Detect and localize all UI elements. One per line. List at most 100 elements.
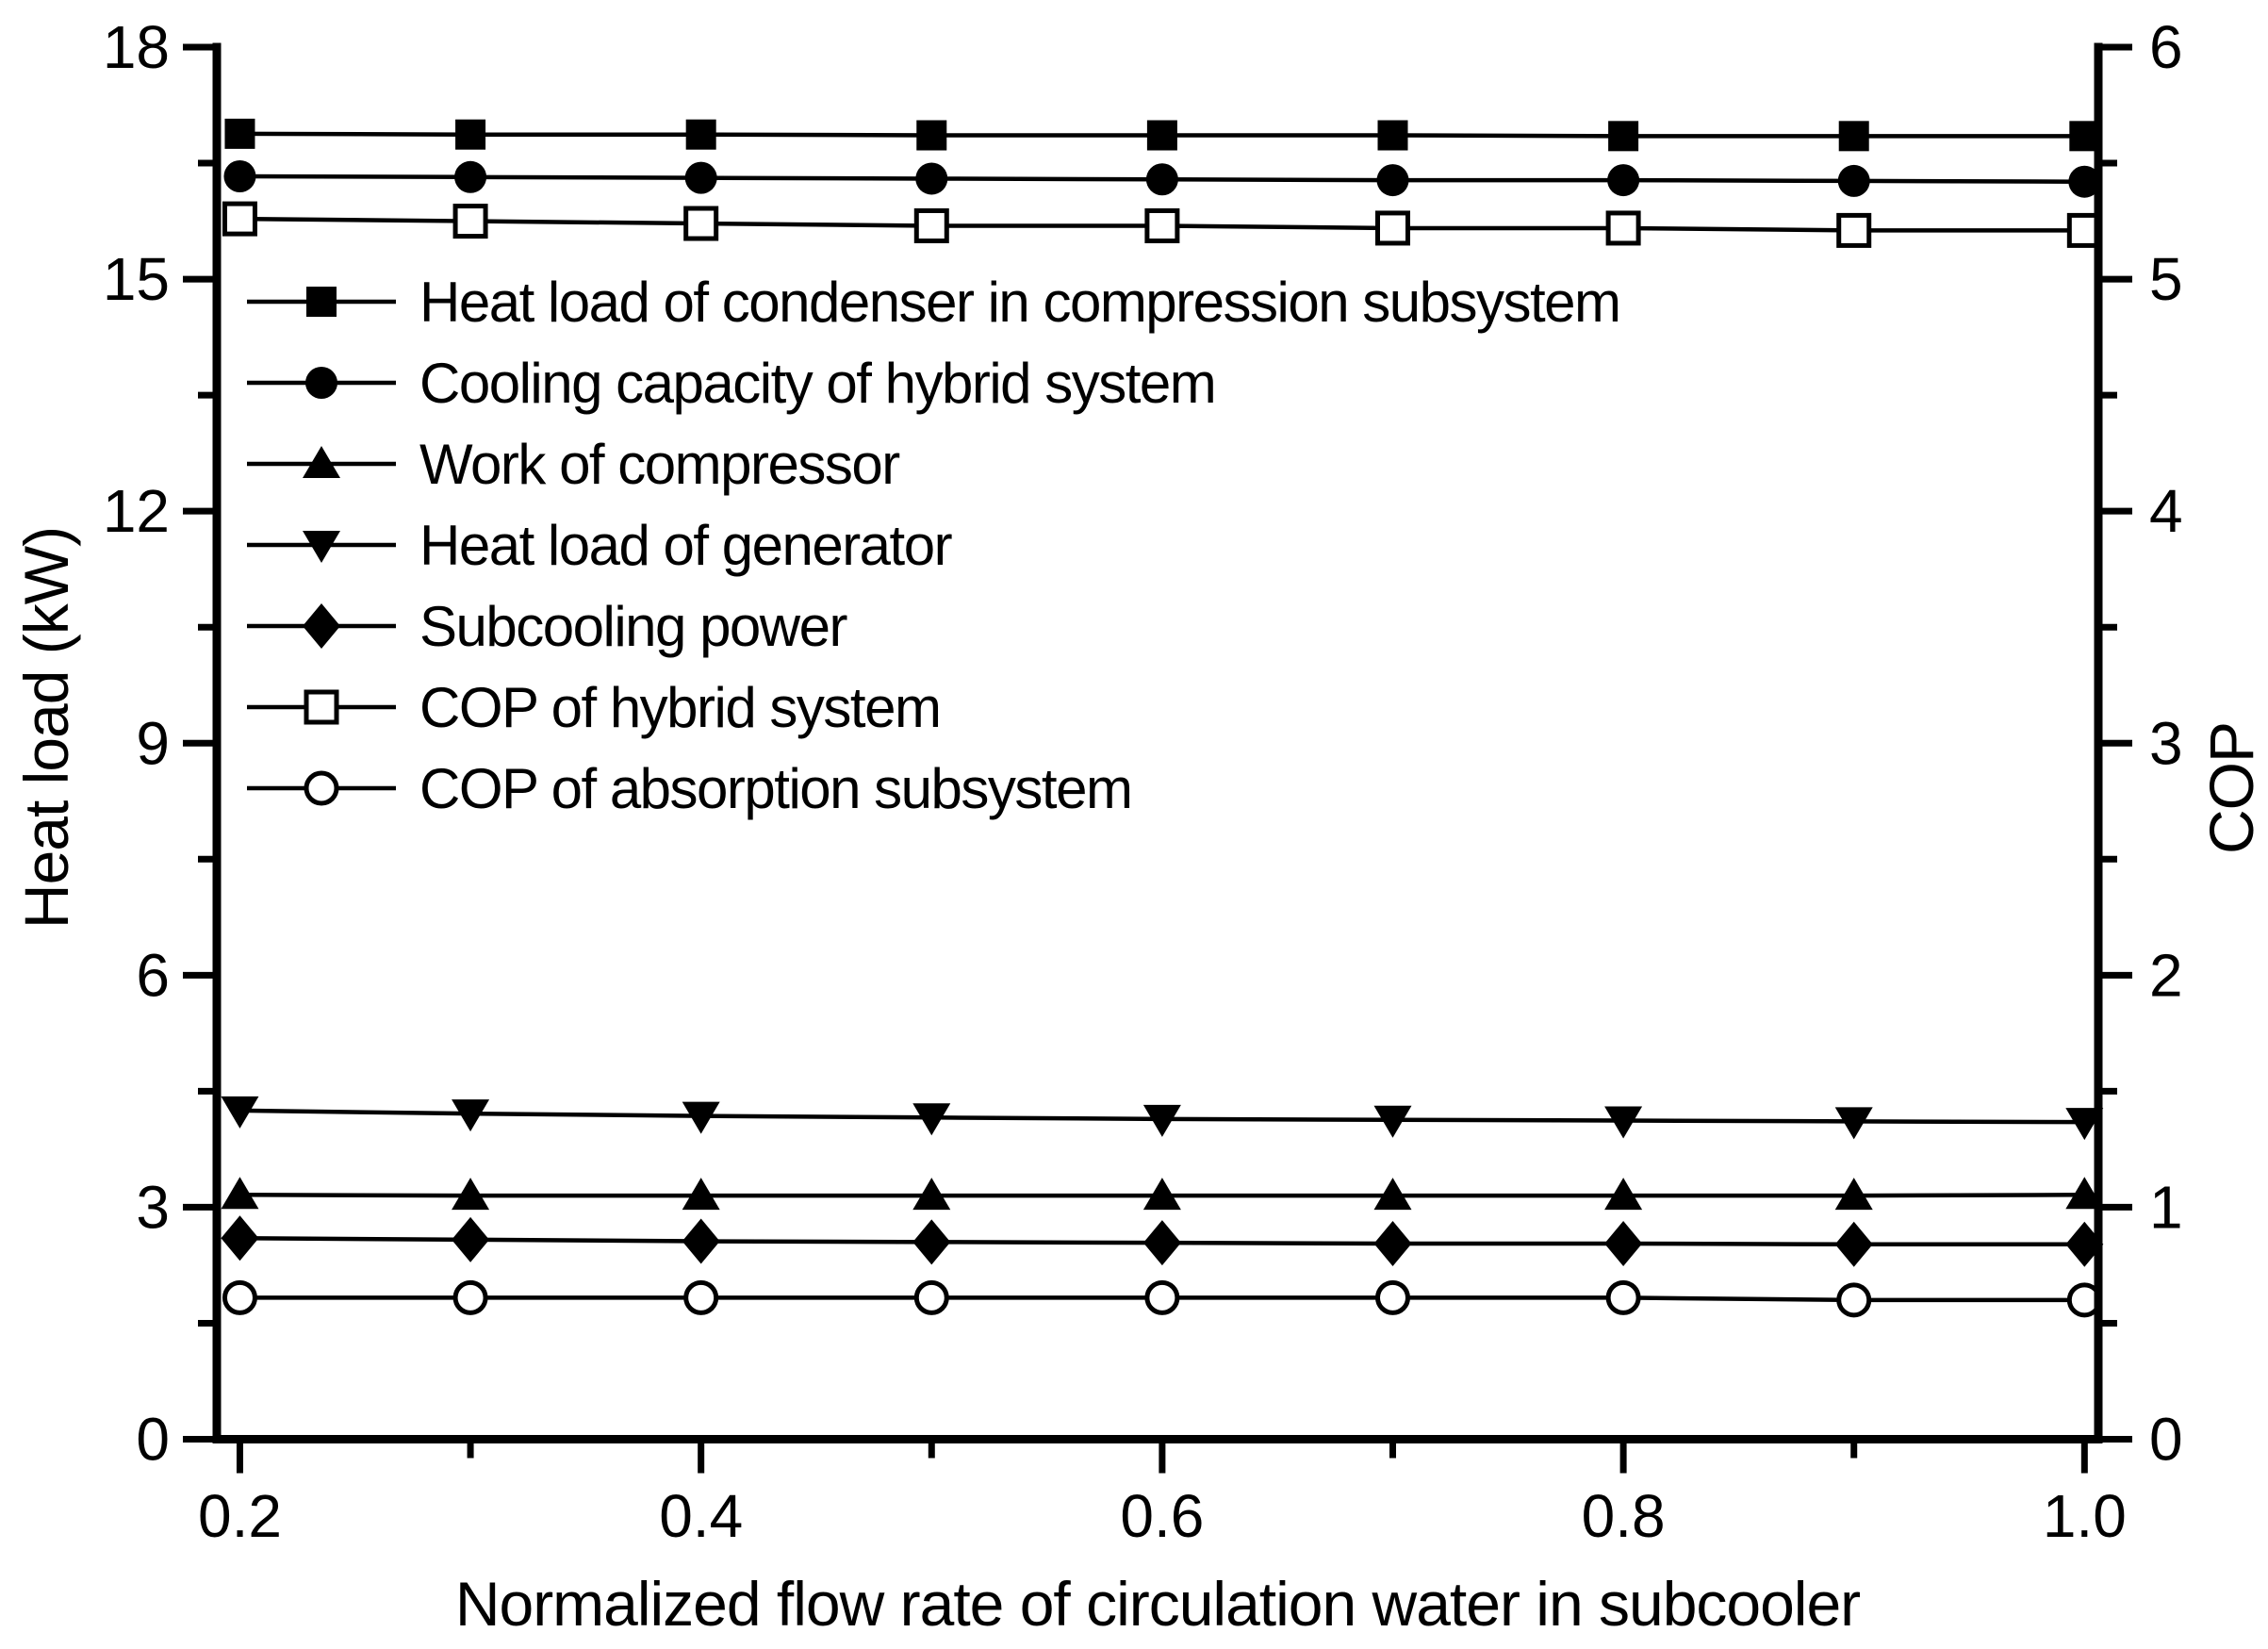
x-tick-label: 1.0 (2043, 1482, 2127, 1550)
y-right-tick-label: 0 (2149, 1406, 2183, 1474)
triangle-down-filled-marker-generator-heat-load (682, 1101, 720, 1134)
square-open-marker-cop-hybrid (222, 201, 257, 237)
diamond-filled-marker-subcooling-power (221, 1215, 259, 1261)
circle-filled-marker-cooling-capacity (915, 162, 948, 195)
triangle-up-filled-marker-compressor-work (2065, 1177, 2104, 1210)
square-open-marker-cop-hybrid (1375, 210, 1410, 246)
square-open-marker-cop-hybrid (1605, 210, 1641, 246)
circle-filled-marker-cooling-capacity (1837, 164, 1870, 197)
y-left-tick-label: 0 (136, 1406, 170, 1474)
square-open-marker-cop-hybrid (913, 207, 949, 243)
y-axis-title-right: COP (2196, 722, 2266, 854)
square-filled-marker-condenser-heat-load (455, 119, 486, 150)
circle-open-marker-cop-absorption (1375, 1279, 1410, 1315)
triangle-down-filled-marker-generator-heat-load (1373, 1105, 1412, 1138)
y-right-tick-label: 1 (2149, 1173, 2183, 1241)
square-filled-marker-condenser-heat-load (1608, 121, 1639, 152)
circle-filled-marker-cooling-capacity (1607, 164, 1640, 197)
circle-filled-marker-cooling-capacity (684, 161, 717, 194)
triangle-down-filled-marker-generator-heat-load (1142, 1104, 1181, 1137)
square-open-marker-cop-hybrid (452, 204, 488, 239)
square-filled-marker-condenser-heat-load (224, 118, 255, 149)
y-left-tick-label: 3 (136, 1173, 170, 1241)
y-right-tick-label: 3 (2149, 709, 2183, 777)
triangle-down-filled-marker-generator-heat-load (221, 1096, 259, 1129)
legend-label-cop-hybrid: COP of hybrid system (419, 676, 940, 739)
square-filled-marker-condenser-heat-load (916, 120, 947, 151)
square-open-marker-legend-cop-hybrid (304, 689, 339, 725)
square-filled-marker-condenser-heat-load (1146, 120, 1177, 151)
triangle-up-filled-marker-compressor-work (1834, 1178, 1873, 1211)
legend-item-subcooling-power: Subcooling power (247, 595, 848, 658)
y-left-tick-label: 9 (136, 709, 170, 777)
tick-marks (183, 43, 2132, 1474)
triangle-up-filled-marker-compressor-work (682, 1178, 720, 1211)
square-filled-marker-condenser-heat-load (685, 119, 716, 150)
diamond-filled-marker-subcooling-power (2065, 1221, 2104, 1267)
square-open-marker-cop-hybrid (1836, 212, 1872, 248)
triangle-up-filled-marker-compressor-work (452, 1178, 490, 1211)
triangle-up-filled-marker-compressor-work (1604, 1178, 1643, 1211)
legend-item-condenser-heat-load: Heat load of condenser in compression su… (247, 271, 1621, 334)
legend-item-cop-hybrid: COP of hybrid system (247, 676, 942, 739)
triangle-up-filled-marker-compressor-work (912, 1178, 951, 1211)
x-tick-label: 0.6 (1120, 1482, 1204, 1550)
y-right-tick-label: 5 (2149, 245, 2183, 313)
diamond-filled-marker-subcooling-power (1373, 1220, 1412, 1266)
diamond-filled-marker-subcooling-power (452, 1216, 490, 1262)
circle-open-marker-cop-absorption (913, 1279, 949, 1315)
triangle-down-filled-marker-generator-heat-load (2065, 1108, 2104, 1141)
x-axis-title: Normalized flow rate of circulation wate… (455, 1569, 1860, 1639)
triangle-down-filled-marker-generator-heat-load (452, 1099, 490, 1132)
circle-open-marker-cop-absorption (683, 1279, 719, 1315)
diamond-filled-marker-subcooling-power (1834, 1221, 1873, 1267)
circle-open-marker-legend-cop-absorption (304, 770, 339, 806)
y-right-tick-label: 6 (2149, 13, 2183, 81)
circle-filled-marker-cooling-capacity (2068, 165, 2101, 198)
x-tick-label: 0.8 (1582, 1482, 1666, 1550)
triangle-up-filled-marker-compressor-work (221, 1177, 259, 1210)
legend-label-condenser-heat-load: Heat load of condenser in compression su… (419, 271, 1620, 334)
triangle-down-filled-marker-generator-heat-load (1834, 1107, 1873, 1140)
x-tick-label: 0.2 (198, 1482, 282, 1550)
legend-label-generator-heat-load: Heat load of generator (419, 514, 952, 577)
triangle-down-filled-marker-generator-heat-load (1604, 1106, 1643, 1139)
circle-open-marker-cop-absorption (222, 1279, 257, 1315)
triangle-down-filled-marker-legend-generator-heat-load (303, 531, 340, 563)
y-right-tick-label: 2 (2149, 941, 2183, 1009)
legend-item-cop-absorption: COP of absorption subsystem (247, 757, 1133, 820)
legend-item-cooling-capacity: Cooling capacity of hybrid system (247, 352, 1217, 415)
legend-item-generator-heat-load: Heat load of generator (247, 514, 953, 577)
y-left-tick-label: 6 (136, 941, 170, 1009)
diamond-filled-marker-subcooling-power (1142, 1220, 1181, 1266)
y-left-tick-label: 18 (103, 13, 170, 81)
circle-open-marker-cop-absorption (452, 1279, 488, 1315)
legend-label-cop-absorption: COP of absorption subsystem (419, 757, 1131, 820)
square-open-marker-cop-hybrid (1144, 207, 1180, 243)
diamond-filled-marker-subcooling-power (1604, 1220, 1643, 1266)
triangle-up-filled-marker-compressor-work (1373, 1178, 1412, 1211)
square-open-marker-cop-hybrid (683, 206, 719, 241)
legend-label-compressor-work: Work of compressor (419, 433, 899, 496)
legend-label-cooling-capacity: Cooling capacity of hybrid system (419, 352, 1215, 415)
triangle-up-filled-marker-compressor-work (1142, 1178, 1181, 1211)
legend: Heat load of condenser in compression su… (247, 271, 1621, 820)
circle-open-marker-cop-absorption (1144, 1279, 1180, 1315)
y-axis-title-left: Heat load (kW) (11, 527, 81, 929)
circle-open-marker-cop-absorption (1836, 1282, 1872, 1318)
circle-filled-marker-cooling-capacity (454, 160, 487, 193)
circle-filled-marker-cooling-capacity (1145, 163, 1178, 196)
circle-filled-marker-legend-cooling-capacity (305, 367, 337, 399)
y-right-tick-label: 4 (2149, 477, 2183, 545)
legend-item-compressor-work: Work of compressor (247, 433, 901, 496)
y-left-tick-label: 12 (103, 477, 170, 545)
circle-filled-marker-cooling-capacity (223, 159, 256, 192)
diamond-filled-marker-legend-subcooling-power (303, 603, 340, 649)
triangle-down-filled-marker-generator-heat-load (912, 1103, 951, 1136)
legend-label-subcooling-power: Subcooling power (419, 595, 847, 658)
diamond-filled-marker-subcooling-power (682, 1218, 720, 1264)
